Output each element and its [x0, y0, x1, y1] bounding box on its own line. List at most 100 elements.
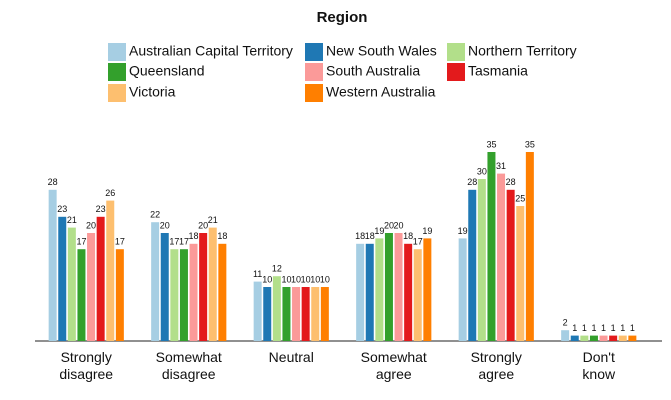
value-label: 1 — [601, 323, 606, 333]
value-label: 18 — [403, 231, 413, 241]
value-label: 1 — [572, 323, 577, 333]
value-label: 35 — [525, 139, 535, 149]
bar — [179, 249, 188, 341]
value-label: 20 — [394, 220, 404, 230]
legend-label: Australian Capital Territory — [129, 43, 293, 59]
legend-swatch — [108, 63, 126, 81]
value-label: 19 — [458, 226, 468, 236]
value-label: 10 — [320, 274, 330, 284]
bar — [272, 276, 281, 341]
legend-swatch — [305, 84, 323, 102]
x-tick-label: Somewhat disagree — [156, 349, 222, 382]
legend-label: Victoria — [129, 84, 176, 100]
value-label: 20 — [198, 220, 208, 230]
bar — [580, 335, 589, 341]
x-tick-label: Neutral — [269, 349, 314, 365]
bar — [468, 189, 477, 341]
value-label: 28 — [506, 177, 516, 187]
value-label: 17 — [413, 237, 423, 247]
bar — [516, 206, 525, 341]
bar — [292, 287, 301, 341]
value-label: 19 — [374, 226, 384, 236]
bar — [115, 249, 124, 341]
bar — [208, 227, 217, 341]
bar — [170, 249, 179, 341]
value-label: 18 — [217, 231, 227, 241]
value-label: 17 — [169, 237, 179, 247]
bar — [458, 238, 467, 341]
legend-swatch — [447, 63, 465, 81]
bar — [570, 335, 579, 341]
legend-swatch — [108, 43, 126, 61]
value-label: 11 — [253, 269, 262, 279]
bar — [618, 335, 627, 341]
bar — [525, 152, 534, 341]
x-tick-label: Strongly disagree — [59, 349, 113, 382]
value-label: 1 — [591, 323, 596, 333]
bar — [561, 330, 570, 341]
bar — [320, 287, 329, 341]
value-label: 23 — [57, 204, 67, 214]
bar — [423, 238, 432, 341]
x-tick-label: Don't know — [582, 349, 616, 382]
bar — [487, 152, 496, 341]
bar — [506, 189, 515, 341]
bar — [356, 243, 365, 341]
value-label: 10 — [301, 274, 311, 284]
value-label: 10 — [262, 274, 272, 284]
legend-label: Northern Territory — [468, 43, 577, 59]
value-label: 23 — [96, 204, 106, 214]
value-label: 25 — [515, 193, 525, 203]
legend-label: Western Australia — [326, 84, 436, 100]
bar — [263, 287, 272, 341]
value-label: 21 — [208, 215, 218, 225]
value-label: 31 — [496, 161, 506, 171]
bar — [106, 200, 115, 341]
value-label: 18 — [355, 231, 365, 241]
legend-label: Queensland — [129, 63, 205, 79]
bar — [160, 233, 169, 341]
bar — [282, 287, 291, 341]
value-label: 21 — [67, 215, 77, 225]
bar — [218, 243, 227, 341]
value-label: 10 — [310, 274, 320, 284]
value-label: 1 — [611, 323, 616, 333]
bar — [394, 233, 403, 341]
bar — [628, 335, 637, 341]
bar — [375, 238, 384, 341]
bar — [189, 243, 198, 341]
bar — [365, 243, 374, 341]
bar — [253, 281, 262, 341]
bar — [48, 189, 57, 341]
legend-swatch — [305, 63, 323, 81]
bar — [301, 287, 310, 341]
value-label: 1 — [620, 323, 625, 333]
bar — [589, 335, 598, 341]
value-label: 20 — [86, 220, 96, 230]
legend-swatch — [108, 84, 126, 102]
value-label: 10 — [281, 274, 291, 284]
bar — [413, 249, 422, 341]
legend-label: South Australia — [326, 63, 420, 79]
value-label: 22 — [150, 210, 160, 220]
legend-label: Tasmania — [468, 63, 528, 79]
x-tick-label: Somewhat agree — [361, 349, 427, 382]
value-label: 17 — [179, 237, 189, 247]
bar — [96, 216, 105, 341]
bar — [477, 179, 486, 341]
value-label: 10 — [291, 274, 301, 284]
legend-title: Region — [317, 9, 368, 26]
value-label: 28 — [48, 177, 58, 187]
value-label: 35 — [486, 139, 496, 149]
value-label: 2 — [563, 318, 568, 328]
value-label: 18 — [365, 231, 375, 241]
value-label: 17 — [115, 237, 125, 247]
value-label: 12 — [272, 264, 282, 274]
value-label: 17 — [76, 237, 86, 247]
legend-swatch — [447, 43, 465, 61]
bar — [311, 287, 320, 341]
value-label: 20 — [384, 220, 394, 230]
value-label: 30 — [477, 166, 487, 176]
value-label: 1 — [630, 323, 635, 333]
